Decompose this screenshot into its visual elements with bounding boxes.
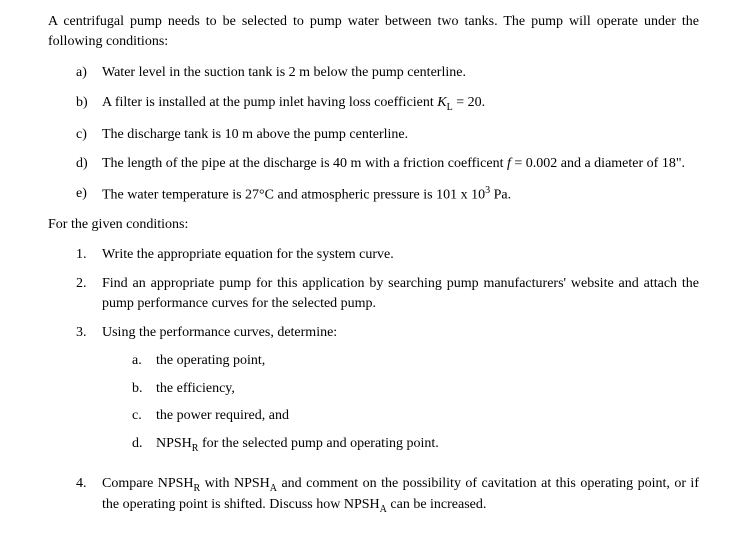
marker-3: 3.: [76, 323, 102, 463]
marker-1: 1.: [76, 245, 102, 265]
text-b-post: = 20.: [453, 95, 485, 110]
marker-e: e): [76, 184, 102, 205]
content-3a: the operating point,: [156, 351, 265, 371]
text-4-mid: with NPSH: [200, 476, 270, 491]
content-1: Write the appropriate equation for the s…: [102, 245, 699, 265]
content-2: Find an appropriate pump for this applic…: [102, 274, 699, 313]
marker-b: b): [76, 93, 102, 115]
tasks-list: 1. Write the appropriate equation for th…: [76, 245, 699, 518]
condition-c: c) The discharge tank is 10 m above the …: [76, 125, 699, 145]
marker-3b: b.: [132, 379, 156, 399]
text-3d-pre: NPSH: [156, 436, 192, 451]
task-4: 4. Compare NPSHR with NPSHA and comment …: [76, 474, 699, 518]
task-3a: a. the operating point,: [132, 351, 699, 371]
content-e: The water temperature is 27°C and atmosp…: [102, 184, 699, 205]
marker-3c: c.: [132, 406, 156, 426]
condition-d: d) The length of the pipe at the dischar…: [76, 154, 699, 174]
task-1: 1. Write the appropriate equation for th…: [76, 245, 699, 265]
text-d-pre: The length of the pipe at the discharge …: [102, 156, 507, 171]
marker-2: 2.: [76, 274, 102, 313]
text-3d-post: for the selected pump and operating poin…: [198, 436, 438, 451]
condition-b: b) A filter is installed at the pump inl…: [76, 93, 699, 115]
content-b: A filter is installed at the pump inlet …: [102, 93, 699, 115]
marker-d: d): [76, 154, 102, 174]
section-label: For the given conditions:: [48, 215, 699, 235]
content-3d: NPSHR for the selected pump and operatin…: [156, 434, 439, 456]
content-4: Compare NPSHR with NPSHA and comment on …: [102, 474, 699, 518]
content-3: Using the performance curves, determine:…: [102, 323, 699, 463]
task-3-sublist: a. the operating point, b. the efficienc…: [132, 351, 699, 456]
sub-a-4-2: A: [380, 504, 387, 515]
sub-a-4-1: A: [270, 482, 277, 493]
content-d: The length of the pipe at the discharge …: [102, 154, 699, 174]
content-3b: the efficiency,: [156, 379, 235, 399]
var-kl: K: [437, 95, 446, 110]
text-e-pre: The water temperature is 27°C and atmosp…: [102, 187, 485, 202]
task-3c: c. the power required, and: [132, 406, 699, 426]
content-3c: the power required, and: [156, 406, 289, 426]
text-b-pre: A filter is installed at the pump inlet …: [102, 95, 437, 110]
marker-3d: d.: [132, 434, 156, 456]
text-3: Using the performance curves, determine:: [102, 325, 337, 340]
marker-3a: a.: [132, 351, 156, 371]
text-e-post: Pa.: [490, 187, 511, 202]
task-3: 3. Using the performance curves, determi…: [76, 323, 699, 463]
content-c: The discharge tank is 10 m above the pum…: [102, 125, 699, 145]
conditions-list: a) Water level in the suction tank is 2 …: [76, 63, 699, 205]
intro-paragraph: A centrifugal pump needs to be selected …: [48, 12, 699, 51]
text-4-post: can be increased.: [387, 497, 487, 512]
marker-c: c): [76, 125, 102, 145]
task-2: 2. Find an appropriate pump for this app…: [76, 274, 699, 313]
content-a: Water level in the suction tank is 2 m b…: [102, 63, 699, 83]
text-4-pre: Compare NPSH: [102, 476, 194, 491]
task-3b: b. the efficiency,: [132, 379, 699, 399]
marker-a: a): [76, 63, 102, 83]
condition-e: e) The water temperature is 27°C and atm…: [76, 184, 699, 205]
text-d-post: = 0.002 and a diameter of 18".: [511, 156, 685, 171]
marker-4: 4.: [76, 474, 102, 518]
task-3d: d. NPSHR for the selected pump and opera…: [132, 434, 699, 456]
condition-a: a) Water level in the suction tank is 2 …: [76, 63, 699, 83]
